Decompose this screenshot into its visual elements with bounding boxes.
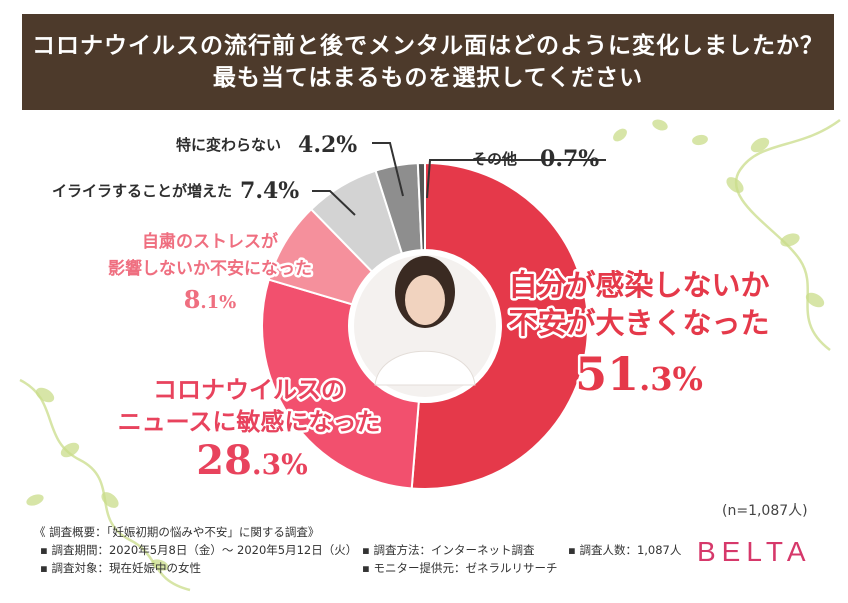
slice-label-sonota: その他 bbox=[472, 150, 517, 168]
donut-slices bbox=[261, 161, 589, 490]
footer-method: ▪ 調査方法：インターネット調査 bbox=[362, 543, 535, 557]
slice-label-news-1: コロナウイルスの bbox=[153, 376, 345, 404]
title-line-2: 最も当てはまるものを選択してください bbox=[212, 65, 644, 91]
title-line-1: コロナウイルスの流行前と後でメンタル面はどのように変化しましたか？ bbox=[32, 33, 824, 59]
slice-label-kawaranai: 特に変わらない bbox=[176, 136, 281, 154]
footer-period: ▪ 調査期間：2020年5月8日（金）～ 2020年5月12日（火） bbox=[40, 543, 358, 557]
footer-target: ▪ 調査対象：現在妊娠中の女性 bbox=[40, 561, 201, 575]
label-kawaranai: 特に変わらない 4.2% bbox=[176, 132, 357, 158]
leader-lines bbox=[312, 142, 606, 216]
label-news: コロナウイルスの ニュースに敏感になった 28.3% bbox=[115, 374, 383, 487]
belta-logo: BELTA bbox=[697, 536, 812, 567]
slice-label-jishuku-1: 自粛のストレスが bbox=[142, 231, 278, 252]
footer-heading: 《 調査概要：「妊娠初期の悩みや不安」に関する調査》 bbox=[34, 525, 320, 539]
slice-label-news-2: ニュースに敏感になった bbox=[118, 408, 381, 436]
label-kansen: 自分が感染しないか 不安が大きくなった 51.3% bbox=[506, 266, 772, 404]
slice-pct-kawaranai: 4.2% bbox=[298, 132, 357, 158]
label-jishuku: 自粛のストレスが 影響しないか不安になった 8.1% bbox=[106, 229, 315, 317]
footer-count: ▪ 調査人数：1,087人 bbox=[568, 543, 682, 557]
vine-decoration-left bbox=[19, 378, 191, 592]
slice-label-kansen-1: 自分が感染しないか bbox=[508, 268, 769, 302]
footer-provider: ▪ モニター提供元：ゼネラルリサーチ bbox=[362, 561, 558, 575]
sample-size-note: (n=1,087人) bbox=[722, 503, 808, 519]
slice-label-kansen-2: 不安が大きくなった bbox=[508, 306, 769, 340]
label-sonota: その他 0.7% bbox=[472, 146, 599, 172]
slice-pct-jishuku: 8.1% bbox=[184, 285, 237, 314]
woman-photo bbox=[350, 251, 500, 401]
slice-label-jishuku-2: 影響しないか不安になった bbox=[108, 258, 312, 279]
vine-decoration-right bbox=[613, 118, 841, 351]
title-banner: コロナウイルスの流行前と後でメンタル面はどのように変化しましたか？ 最も当てはま… bbox=[22, 14, 834, 110]
slice-label-iraira: イライラすることが増えた bbox=[52, 182, 232, 200]
slice-pct-news: 28.3% bbox=[196, 437, 308, 484]
slice-pct-kansen: 51.3% bbox=[575, 347, 703, 401]
slice-pct-iraira: 7.4% bbox=[240, 178, 299, 204]
slice-sonota bbox=[416, 161, 426, 252]
slice-pct-sonota: 0.7% bbox=[540, 146, 599, 172]
slice-kansen bbox=[410, 161, 589, 490]
label-iraira: イライラすることが増えた 7.4% bbox=[52, 178, 299, 204]
